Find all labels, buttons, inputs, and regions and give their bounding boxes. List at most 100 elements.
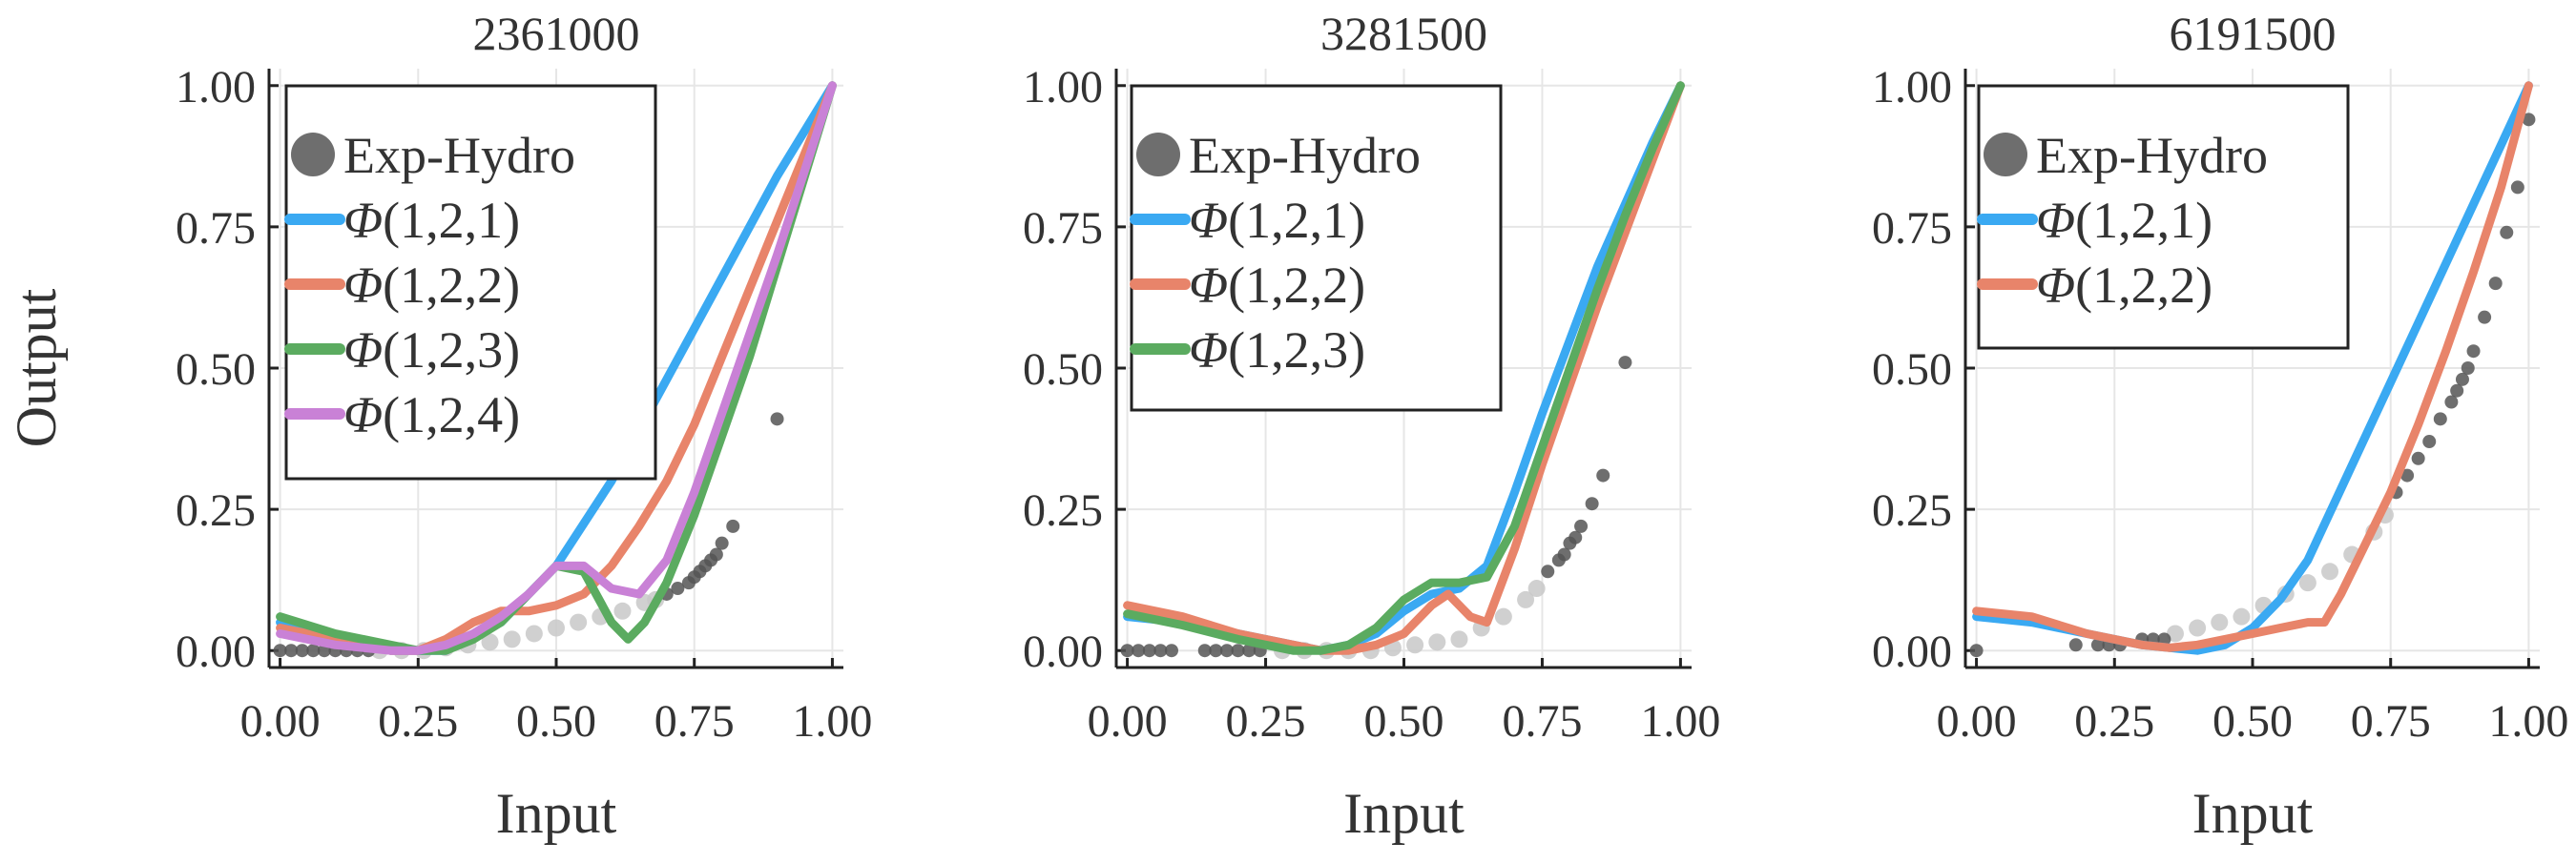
x-tick-label: 0.00: [1088, 696, 1168, 747]
scatter-point-light: [2298, 574, 2316, 592]
scatter-point-light: [2189, 619, 2207, 637]
y-tick-label: 1.00: [1872, 62, 1952, 113]
y-tick-label: 0.75: [1023, 203, 1103, 254]
scatter-point: [1142, 644, 1156, 658]
scatter-point: [671, 582, 685, 596]
legend: Exp-Hydro Φ(1,2,1) Φ(1,2,2): [1977, 84, 2350, 350]
scatter-point: [1231, 644, 1245, 658]
x-tick-label: 0.25: [378, 696, 458, 747]
scatter-point: [1209, 644, 1223, 658]
x-axis-label: Input: [496, 782, 617, 845]
y-tick-label: 0.25: [1872, 485, 1952, 536]
scatter-point-light: [481, 633, 499, 651]
scatter-point-light: [2166, 625, 2184, 643]
scatter-point: [1557, 547, 1571, 562]
scatter-point: [2422, 435, 2437, 449]
scatter-point: [2461, 361, 2475, 375]
scatter-point: [306, 644, 321, 658]
panel-title: 3281500: [1320, 7, 1487, 60]
legend-entry: Exp-Hydro: [1189, 127, 1421, 184]
x-tick-label: 0.75: [2351, 696, 2431, 747]
y-tick-label: 0.50: [1872, 344, 1952, 395]
scatter-point: [709, 547, 723, 562]
scatter-point: [2478, 310, 2492, 324]
x-tick-label: 0.50: [516, 696, 596, 747]
scatter-point: [2411, 451, 2425, 465]
scatter-point: [1120, 644, 1134, 658]
x-tick-label: 0.00: [240, 696, 321, 747]
scatter-point-light: [1406, 636, 1424, 654]
x-tick-label: 0.50: [1364, 696, 1444, 747]
legend-marker-scatter: [1984, 133, 2027, 176]
y-tick-label: 1.00: [1023, 62, 1103, 113]
scatter-point: [2433, 412, 2447, 426]
y-tick-label: 1.00: [176, 62, 256, 113]
legend-marker-scatter: [291, 133, 335, 176]
panel-title: 2361000: [473, 7, 640, 60]
scatter-point: [2500, 225, 2514, 239]
x-tick-label: 0.00: [1937, 696, 2017, 747]
scatter-point: [1618, 356, 1632, 370]
x-axis-label: Input: [1343, 782, 1465, 845]
y-tick-label: 0.50: [176, 344, 256, 395]
scatter-point: [2068, 638, 2083, 652]
scatter-point: [1574, 519, 1589, 533]
x-tick-label: 0.75: [654, 696, 735, 747]
scatter-point: [1568, 530, 1583, 545]
legend-entry: Φ(1,2,3): [1189, 321, 1365, 379]
scatter-point-light: [525, 625, 543, 643]
panel-3: 0.00 0.25 0.50 0.75 1.00 0.00 0.25 0.50 0.75 1.00…: [1872, 7, 2568, 845]
scatter-point: [715, 536, 729, 550]
scatter-point: [1197, 644, 1212, 658]
scatter-point: [295, 644, 309, 658]
scatter-point-light: [613, 602, 632, 620]
scatter-point: [1132, 644, 1146, 658]
scatter-point: [284, 644, 299, 658]
x-tick-label: 0.25: [1226, 696, 1306, 747]
legend-entry: Φ(1,2,4): [343, 386, 520, 443]
legend-entry: Φ(1,2,1): [2036, 192, 2212, 249]
y-tick-label: 0.25: [176, 485, 256, 536]
scatter-point: [273, 644, 287, 658]
panel-1: 0.00 0.25 0.50 0.75 1.00 0.00 0.25 0.50 0.75 1.00…: [5, 7, 872, 845]
scatter-point: [2522, 113, 2536, 127]
scatter-point-light: [1517, 590, 1535, 608]
y-axis-label: Output: [5, 288, 68, 447]
legend: Exp-Hydro Φ(1,2,1) Φ(1,2,2) Φ(1,2,3) Φ(1,2,4…: [284, 84, 657, 481]
x-tick-label: 1.00: [792, 696, 872, 747]
y-tick-label: 0.75: [176, 203, 256, 254]
y-tick-label: 0.00: [1872, 627, 1952, 677]
legend-entry: Φ(1,2,3): [343, 321, 520, 379]
x-axis-label: Input: [2192, 782, 2314, 845]
legend-entry: Φ(1,2,2): [2036, 257, 2212, 314]
legend-entry: Φ(1,2,1): [1189, 192, 1365, 249]
y-tick-label: 0.00: [176, 627, 256, 677]
scatter-point: [1541, 565, 1555, 579]
x-tick-label: 1.00: [1640, 696, 1720, 747]
scatter-point: [1153, 644, 1168, 658]
scatter-point-light: [570, 613, 588, 631]
y-tick-label: 0.00: [1023, 627, 1103, 677]
scatter-point: [2444, 395, 2459, 409]
legend-entry: Φ(1,2,1): [343, 192, 520, 249]
scatter-point-light: [548, 619, 565, 637]
series-line-2: [1123, 81, 1685, 655]
y-tick-label: 0.75: [1872, 203, 1952, 254]
scatter-point: [726, 519, 740, 533]
scatter-point: [1164, 644, 1178, 658]
legend-entry: Φ(1,2,2): [1189, 257, 1365, 314]
legend-marker-scatter: [1136, 133, 1180, 176]
scatter-point: [2400, 468, 2415, 483]
x-tick-label: 0.50: [2212, 696, 2293, 747]
scatter-point-light: [503, 630, 521, 648]
panel-2: 0.00 0.25 0.50 0.75 1.00 0.00 0.25 0.50 0.75 1.00…: [1023, 7, 1720, 845]
y-tick-label: 0.25: [1023, 485, 1103, 536]
legend-entry: Exp-Hydro: [343, 127, 575, 184]
scatter-point: [1219, 644, 1234, 658]
scatter-point-light: [2321, 563, 2339, 581]
scatter-point: [770, 412, 784, 426]
scatter-point: [2450, 383, 2464, 398]
scatter-point: [1242, 644, 1257, 658]
